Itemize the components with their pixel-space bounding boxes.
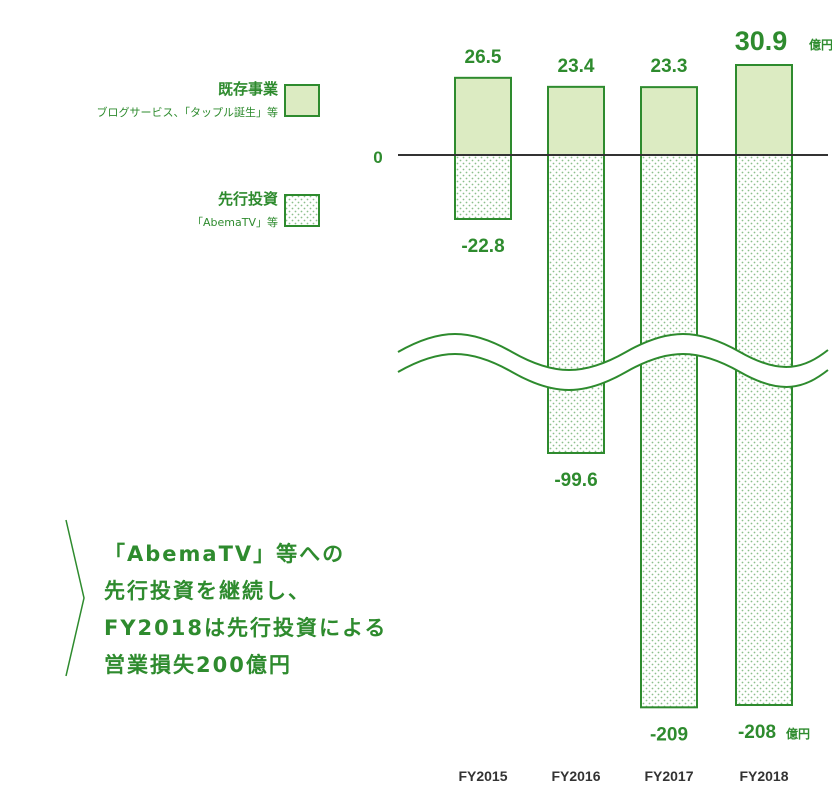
data-label-existing-FY2015: 26.5 xyxy=(465,47,502,68)
bar-investment-FY2015 xyxy=(454,154,512,220)
callout-text: 「AbemaTV」等への 先行投資を継続し、 FY2018は先行投資による 営業… xyxy=(104,536,387,684)
data-label-existing-FY2016: 23.4 xyxy=(558,56,595,77)
data-label-investment-FY2016: -99.6 xyxy=(554,470,597,491)
data-label-investment-FY2018: -208 xyxy=(738,722,776,743)
callout-line: 先行投資を継続し、 xyxy=(104,579,311,603)
unit-label-bottom: 億円 xyxy=(786,726,810,741)
legend-sub-investment: 「AbemaTV」等 xyxy=(192,216,278,229)
bar-existing-FY2015 xyxy=(454,76,512,156)
legend-title-investment: 先行投資 xyxy=(217,190,278,208)
data-label-investment-FY2015: -22.8 xyxy=(461,236,504,257)
bar-existing-FY2017 xyxy=(640,86,698,156)
legend-sub-existing: ブログサービス、「タップル誕生」等 xyxy=(96,106,279,119)
bar-existing-FY2016 xyxy=(547,85,605,156)
x-tick-label-FY2016: FY2016 xyxy=(551,768,600,784)
legend-swatch-investment xyxy=(284,194,320,227)
bar-investment-FY2016 xyxy=(547,154,605,454)
callout-bracket xyxy=(65,519,85,677)
callout-line: FY2018は先行投資による xyxy=(104,616,388,640)
bar-investment-FY2017 xyxy=(640,154,698,709)
x-tick-label-FY2018: FY2018 xyxy=(739,768,788,784)
legend-title-existing: 既存事業 xyxy=(217,80,278,98)
data-label-existing-FY2017: 23.3 xyxy=(651,56,688,77)
axis-break-mark xyxy=(397,333,829,391)
bar-existing-FY2018 xyxy=(735,64,793,156)
data-label-existing-FY2018: 30.9 xyxy=(735,26,788,56)
callout-line: 「AbemaTV」等への xyxy=(104,542,346,566)
x-tick-label-FY2015: FY2015 xyxy=(458,768,507,784)
callout-line: 営業損失200億円 xyxy=(104,653,292,677)
legend-swatch-existing xyxy=(284,84,320,117)
zero-label: 0 xyxy=(373,148,382,167)
data-label-investment-FY2017: -209 xyxy=(650,724,688,745)
x-tick-label-FY2017: FY2017 xyxy=(644,768,693,784)
unit-label-top: 億円 xyxy=(809,37,832,52)
bar-investment-FY2018 xyxy=(735,154,793,706)
